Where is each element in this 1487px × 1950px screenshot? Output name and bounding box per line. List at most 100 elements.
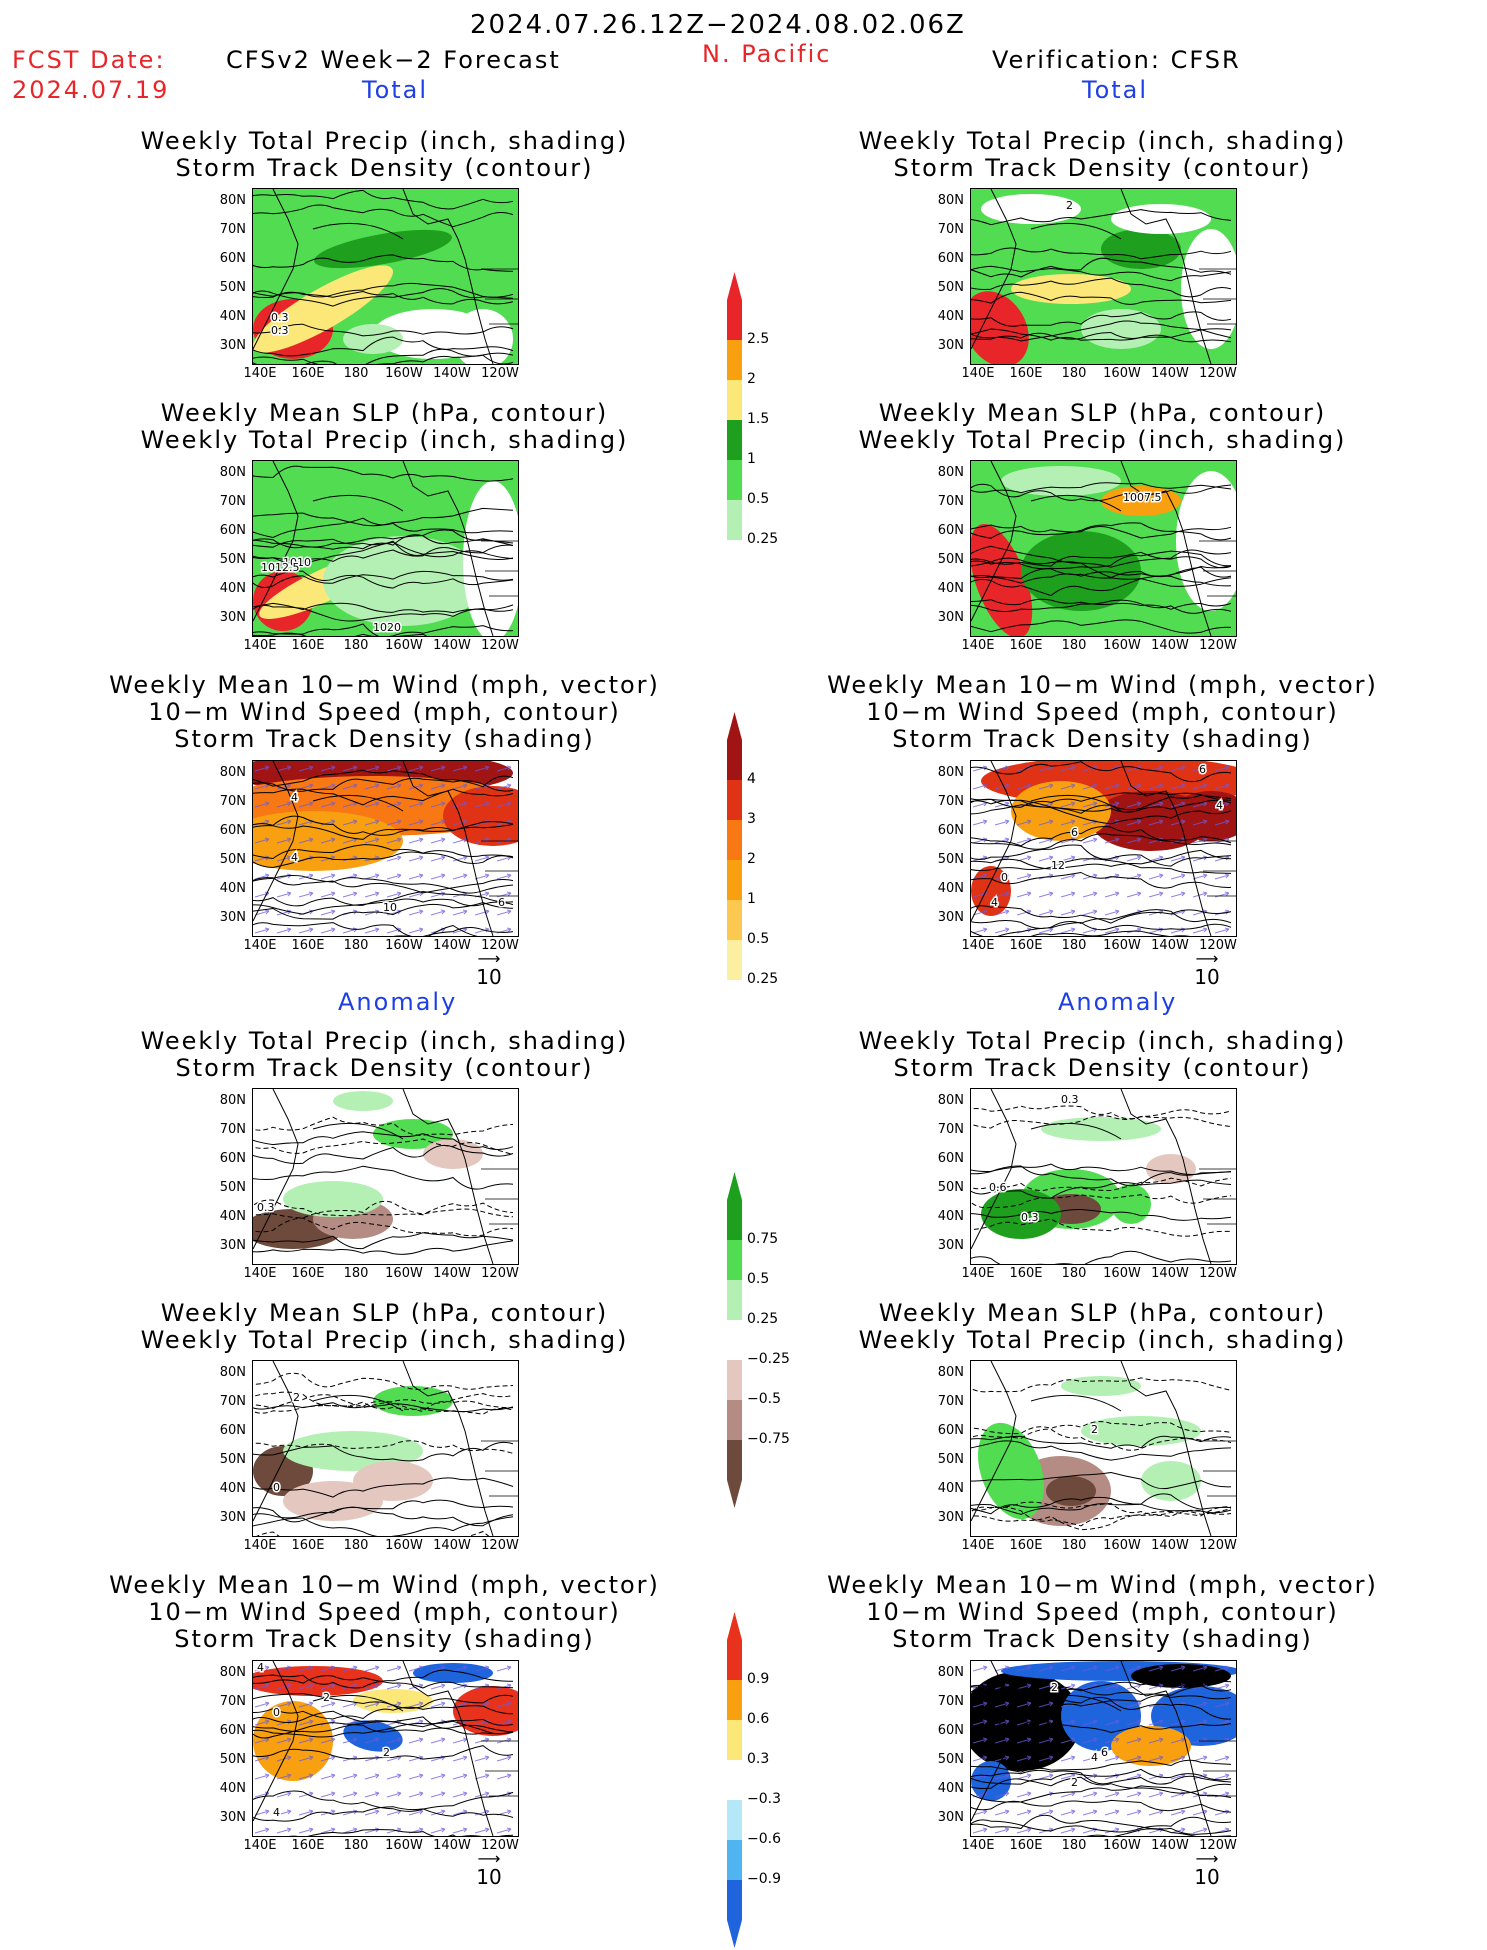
latitude-tick: 30N xyxy=(219,1810,246,1825)
colorbar-label: 2.5 xyxy=(747,331,770,347)
longitude-tick: 120W xyxy=(1199,1838,1237,1853)
panel-title-line: Weekly Mean SLP (hPa, contour) xyxy=(878,1299,1327,1327)
latitude-tick: 30N xyxy=(219,1510,246,1525)
latitude-tick: 70N xyxy=(219,1122,246,1137)
longitude-tick: 160E xyxy=(1009,638,1043,653)
colorbar-label: −0.3 xyxy=(747,1791,781,1807)
colorbar-label: 0.25 xyxy=(747,1311,779,1327)
latitude-tick: 70N xyxy=(219,494,246,509)
map-plot: 2 xyxy=(970,1360,1237,1537)
colorbar-label: 1.5 xyxy=(747,411,770,427)
colorbar-label: 0.25 xyxy=(747,971,779,987)
svg-text:4: 4 xyxy=(291,851,298,864)
longitude-tick: 160E xyxy=(1009,1838,1043,1853)
colorbar-label: −0.25 xyxy=(747,1351,790,1367)
panel-title-line: Storm Track Density (shading) xyxy=(892,725,1313,753)
panel-title-line: Storm Track Density (shading) xyxy=(174,1625,595,1653)
svg-text:4: 4 xyxy=(257,1661,264,1674)
latitude-tick: 30N xyxy=(937,910,964,925)
svg-text:0: 0 xyxy=(273,1481,280,1494)
longitude-tick: 160W xyxy=(1103,938,1141,953)
longitude-tick: 140E xyxy=(961,1266,995,1281)
map-field: 0.3 0.6 0.3 xyxy=(971,1089,1236,1264)
latitude-tick: 50N xyxy=(219,552,246,567)
svg-text:0.6: 0.6 xyxy=(989,1181,1007,1194)
panel-title-line: 10−m Wind Speed (mph, contour) xyxy=(148,1598,621,1626)
svg-text:4: 4 xyxy=(273,1806,280,1819)
latitude-tick: 50N xyxy=(219,280,246,295)
panel-title-line: Storm Track Density (shading) xyxy=(174,725,595,753)
latitude-tick: 50N xyxy=(219,852,246,867)
latitude-tick: 80N xyxy=(937,1365,964,1380)
latitude-tick: 80N xyxy=(219,765,246,780)
latitude-tick: 70N xyxy=(219,222,246,237)
longitude-tick: 160E xyxy=(291,1538,325,1553)
colorbar-label: −0.9 xyxy=(747,1871,781,1887)
panel-title-line: Weekly Total Precip (inch, shading) xyxy=(140,1027,629,1055)
svg-text:4: 4 xyxy=(991,896,998,909)
svg-text:2: 2 xyxy=(1051,1681,1058,1694)
svg-text:0.3: 0.3 xyxy=(271,324,289,337)
colorbar-label: 0.25 xyxy=(747,531,779,547)
longitude-tick: 120W xyxy=(1199,1538,1237,1553)
svg-text:6: 6 xyxy=(1071,826,1078,839)
longitude-tick: 120W xyxy=(481,1538,519,1553)
colorbar-label: 2 xyxy=(747,371,756,387)
date-range: 2024.07.26.12Z−2024.08.02.06Z xyxy=(470,10,966,40)
map-field: 1007.5 xyxy=(971,461,1236,636)
longitude-tick: 160E xyxy=(1009,1538,1043,1553)
longitude-tick: 180 xyxy=(343,638,369,653)
longitude-tick: 140E xyxy=(243,366,277,381)
latitude-tick: 60N xyxy=(937,523,964,538)
latitude-tick: 50N xyxy=(219,1180,246,1195)
svg-text:2: 2 xyxy=(323,1691,330,1704)
vector-reference: ⟶ 10 xyxy=(1194,949,1220,990)
panel-title-line: Storm Track Density (contour) xyxy=(175,154,594,182)
panel-title-line: Weekly Mean SLP (hPa, contour) xyxy=(878,399,1327,427)
latitude-tick: 70N xyxy=(937,1122,964,1137)
panel-title-line: 10−m Wind Speed (mph, contour) xyxy=(148,698,621,726)
latitude-tick: 80N xyxy=(219,465,246,480)
colorbar-label: 4 xyxy=(747,771,756,787)
longitude-tick: 140W xyxy=(1151,638,1189,653)
longitude-tick: 140E xyxy=(243,1538,277,1553)
forecast-total-heading: Total xyxy=(362,76,429,104)
latitude-tick: 30N xyxy=(937,1510,964,1525)
colorbar-label: −0.75 xyxy=(747,1431,790,1447)
longitude-tick: 140W xyxy=(433,938,471,953)
longitude-tick: 180 xyxy=(343,366,369,381)
map-field: 2 xyxy=(971,189,1236,364)
latitude-tick: 70N xyxy=(937,494,964,509)
longitude-tick: 120W xyxy=(481,1838,519,1853)
colorbar-label: 0.6 xyxy=(747,1711,770,1727)
map-field: 0.30.3 xyxy=(253,189,518,364)
longitude-tick: 120W xyxy=(481,938,519,953)
latitude-tick: 60N xyxy=(937,823,964,838)
latitude-tick: 80N xyxy=(219,1093,246,1108)
longitude-tick: 140W xyxy=(433,1538,471,1553)
panel-title-line: Weekly Mean SLP (hPa, contour) xyxy=(160,1299,609,1327)
latitude-tick: 40N xyxy=(937,1209,964,1224)
svg-text:1007.5: 1007.5 xyxy=(1123,491,1162,504)
longitude-tick: 160W xyxy=(385,1838,423,1853)
longitude-tick: 160E xyxy=(291,938,325,953)
panel-title-line: 10−m Wind Speed (mph, contour) xyxy=(866,698,1339,726)
longitude-tick: 140E xyxy=(961,638,995,653)
latitude-tick: 70N xyxy=(219,794,246,809)
latitude-tick: 40N xyxy=(219,1781,246,1796)
map-field: 4 4 10 6 xyxy=(253,761,518,936)
longitude-tick: 160W xyxy=(385,366,423,381)
longitude-tick: 160W xyxy=(1103,366,1141,381)
panel-title-line: Weekly Mean SLP (hPa, contour) xyxy=(160,399,609,427)
colorbar-label: 0.75 xyxy=(747,1231,779,1247)
longitude-tick: 160E xyxy=(291,366,325,381)
svg-text:1010: 1010 xyxy=(283,556,311,569)
panel-title-line: 10−m Wind Speed (mph, contour) xyxy=(866,1598,1339,1626)
colorbar-label: 0.5 xyxy=(747,1271,770,1287)
latitude-tick: 70N xyxy=(937,1694,964,1709)
svg-text:0.3: 0.3 xyxy=(1021,1211,1039,1224)
colorbar-label: −0.5 xyxy=(747,1391,781,1407)
panel-title-line: Weekly Mean 10−m Wind (mph, vector) xyxy=(109,1571,660,1599)
